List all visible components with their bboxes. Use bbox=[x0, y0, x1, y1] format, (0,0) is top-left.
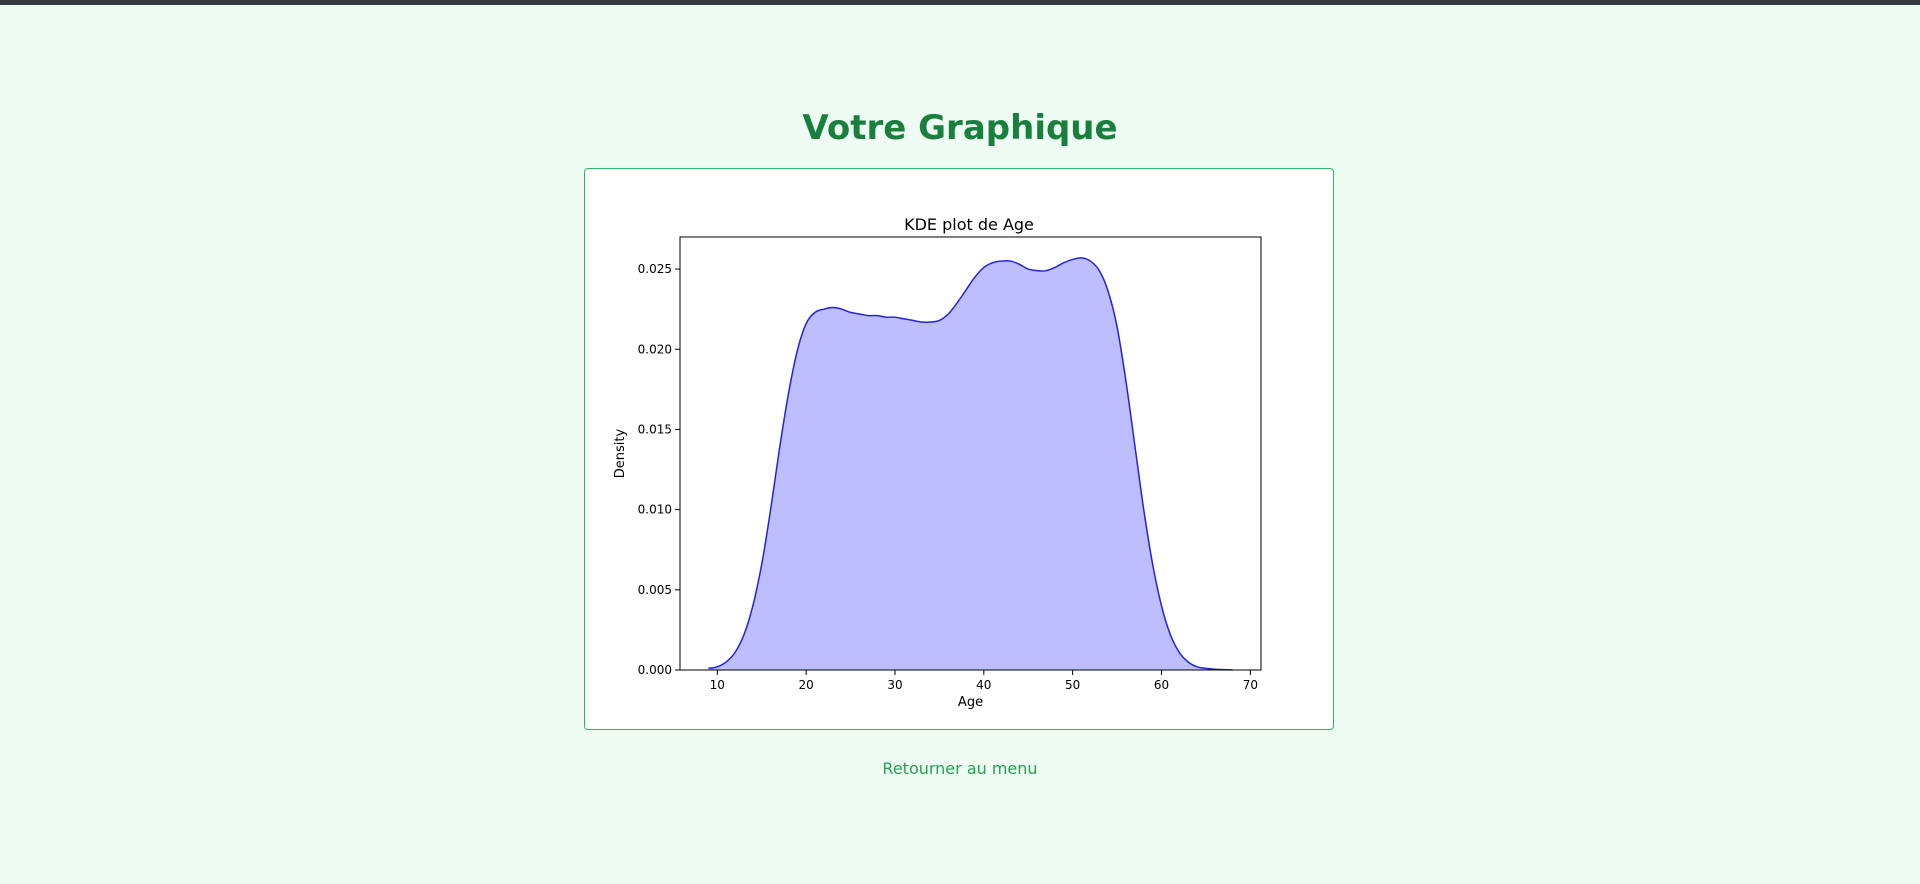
plot-frame bbox=[679, 236, 1262, 671]
y-axis-label: Density bbox=[613, 428, 628, 478]
chart-card: KDE plot de Age 10 20 30 40 50 60 70 0.000 0.00… bbox=[584, 168, 1334, 730]
y-tick-label: 0.025 bbox=[638, 262, 672, 276]
x-axis-label: Age bbox=[958, 695, 983, 710]
x-tick-label: 40 bbox=[976, 678, 991, 692]
y-tick-label: 0.010 bbox=[638, 503, 672, 517]
y-tick-label: 0.015 bbox=[638, 422, 672, 436]
y-tick-label: 0.000 bbox=[638, 663, 672, 677]
x-tick-label: 10 bbox=[710, 678, 725, 692]
x-tick-label: 20 bbox=[799, 678, 814, 692]
kde-area-fill bbox=[708, 257, 1233, 670]
x-tick-label: 30 bbox=[887, 678, 902, 692]
kde-line bbox=[708, 257, 1233, 671]
y-axis-ticks: 0.000 0.005 0.010 0.015 0.020 0.025 bbox=[638, 262, 680, 677]
back-to-menu-link[interactable]: Retourner au menu bbox=[882, 759, 1038, 778]
kde-chart: KDE plot de Age 10 20 30 40 50 60 70 0.0000.00… bbox=[613, 215, 1262, 710]
y-tick-label: 0.020 bbox=[638, 342, 672, 356]
x-tick-label: 50 bbox=[1065, 678, 1080, 692]
y-tick-label: 0.005 bbox=[638, 583, 672, 597]
x-axis-ticks: 10 20 30 40 50 60 70 bbox=[710, 670, 1258, 692]
x-tick-label: 60 bbox=[1154, 678, 1169, 692]
x-tick-label: 70 bbox=[1243, 678, 1258, 692]
page-title: Votre Graphique bbox=[802, 108, 1118, 148]
top-bar bbox=[0, 0, 1920, 5]
chart-title: KDE plot de Age bbox=[904, 215, 1034, 234]
